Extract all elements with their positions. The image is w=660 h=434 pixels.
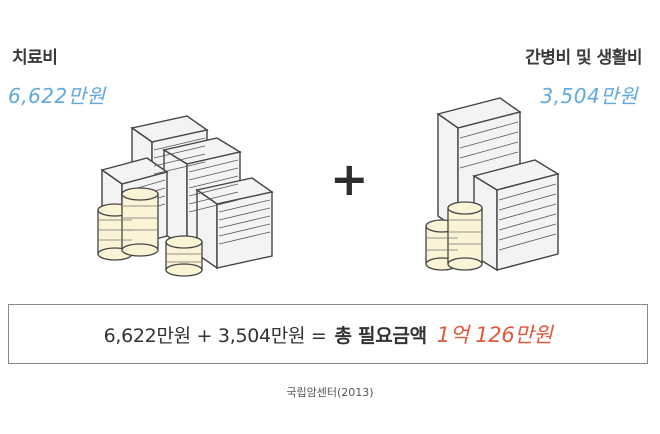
money-stacks-coins-icon: [97, 115, 274, 277]
treatment-cost-amount: 6,622만원: [8, 84, 106, 108]
care-living-cost-amount: 3,504만원: [540, 84, 638, 108]
total-amount: 1억 126만원: [436, 323, 553, 347]
money-stacks-coins-icon: [425, 97, 560, 272]
source-citation: 국립암센터(2013): [286, 386, 374, 399]
equation-expression: 6,622만원 + 3,504만원 =: [103, 324, 327, 347]
plus-sign: +: [330, 152, 369, 206]
total-equation-box: 6,622만원 + 3,504만원 = 총 필요금액 1억 126만원: [8, 304, 648, 364]
care-living-cost-title: 간병비 및 생활비: [525, 48, 642, 68]
treatment-cost-title: 치료비: [12, 48, 58, 68]
total-label: 총 필요금액: [334, 324, 428, 347]
